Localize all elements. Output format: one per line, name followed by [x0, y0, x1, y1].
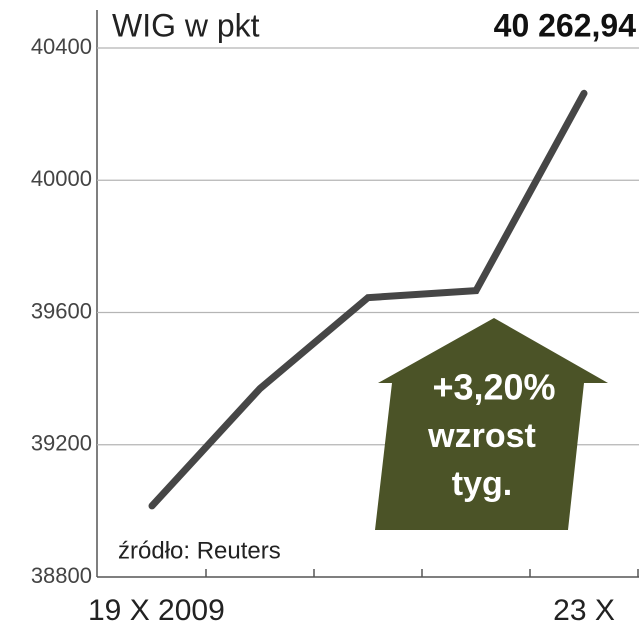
y-tick-label: 40000	[31, 166, 92, 191]
annotation-arrow	[375, 318, 608, 530]
y-tick-label: 38800	[31, 563, 92, 588]
annotation-text: wzrost	[427, 417, 536, 455]
chart-title: WIG w pkt	[112, 7, 260, 43]
y-tick-label: 40400	[31, 34, 92, 59]
line-series	[148, 89, 588, 510]
x-tick-label: 23 X	[553, 594, 615, 627]
y-tick-label: 39200	[31, 431, 92, 456]
axes	[96, 10, 639, 578]
source: źródło: Reuters	[118, 537, 281, 564]
headline-value: 40 262,94	[494, 7, 637, 43]
x-tick-label: 19 X 2009	[88, 594, 225, 627]
annotation-text: +3,20%	[432, 367, 555, 408]
y-tick-label: 39600	[31, 298, 92, 323]
annotation-text: tyg.	[452, 465, 512, 503]
